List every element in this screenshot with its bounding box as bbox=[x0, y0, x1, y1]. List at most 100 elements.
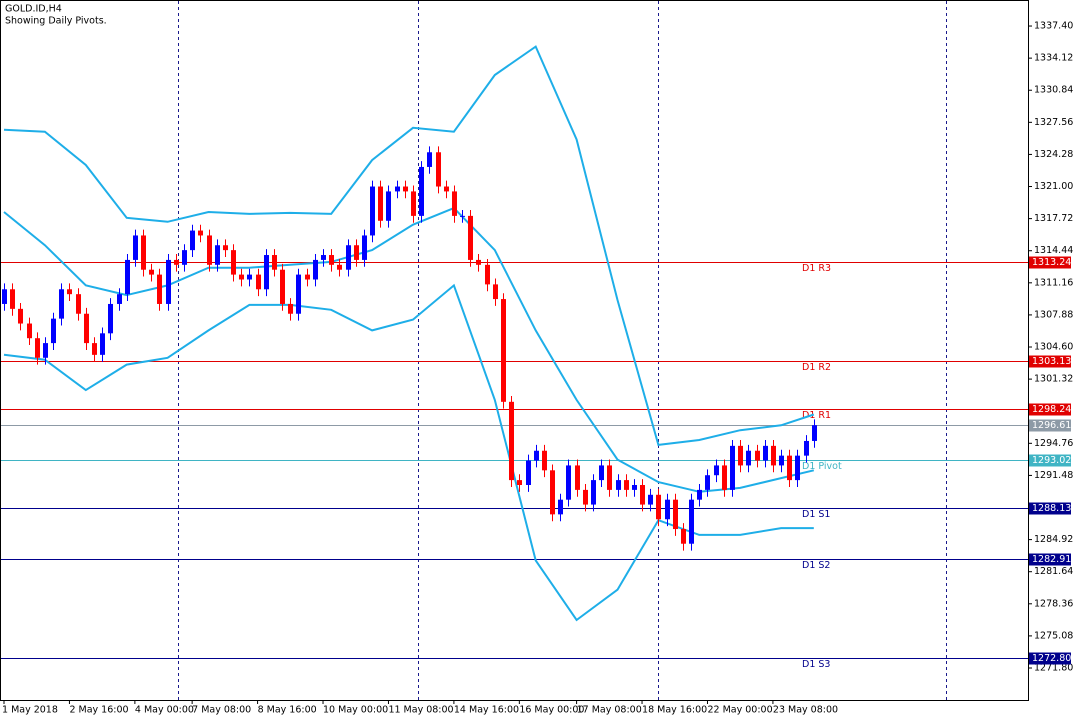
candle-body bbox=[329, 255, 334, 265]
y-tick-label: 1324.28 bbox=[1034, 149, 1073, 160]
chart-subtitle: Showing Daily Pivots. bbox=[5, 16, 107, 27]
price-tag bbox=[1029, 419, 1071, 432]
candle-body bbox=[280, 269, 285, 304]
candle-body bbox=[656, 494, 661, 520]
y-tick-label: 1321.00 bbox=[1034, 181, 1073, 192]
y-tick-label: 1330.84 bbox=[1034, 85, 1073, 96]
y-tick-label: 1294.76 bbox=[1034, 438, 1073, 449]
candle-body bbox=[321, 255, 326, 260]
price-tag bbox=[1029, 553, 1071, 566]
candle-body bbox=[795, 455, 800, 481]
candle-body bbox=[313, 259, 318, 280]
candle-body bbox=[239, 274, 244, 280]
candle-body bbox=[738, 445, 743, 466]
bollinger-band bbox=[3, 206, 815, 493]
candle-body bbox=[43, 343, 48, 358]
candle-body bbox=[395, 186, 400, 192]
candle-body bbox=[35, 338, 40, 358]
candle-body bbox=[84, 313, 89, 344]
candle-body bbox=[215, 245, 220, 265]
candle-body bbox=[673, 499, 678, 530]
candle-body bbox=[272, 255, 277, 270]
chart-title: GOLD.ID,H4 bbox=[5, 4, 62, 15]
candle-body bbox=[558, 499, 563, 515]
candle-body bbox=[288, 303, 293, 314]
candle-body bbox=[67, 289, 72, 295]
candle-body bbox=[771, 445, 776, 466]
candle-body bbox=[337, 264, 342, 270]
candle-body bbox=[787, 455, 792, 481]
candle-body bbox=[705, 475, 710, 490]
candle-body bbox=[566, 465, 571, 500]
pivot-label: D1 R2 bbox=[802, 362, 831, 373]
candle-body bbox=[149, 269, 154, 275]
pivot-label: D1 S3 bbox=[802, 659, 830, 670]
candle-body bbox=[624, 480, 629, 490]
pivot-label: D1 S2 bbox=[802, 560, 830, 571]
y-tick-label: 1275.08 bbox=[1034, 630, 1073, 641]
price-tag-label: 1288.13 bbox=[1032, 503, 1071, 514]
y-tick-label: 1311.16 bbox=[1034, 277, 1073, 288]
candle-body bbox=[264, 255, 269, 290]
candle-body bbox=[100, 333, 105, 355]
candle-body bbox=[460, 215, 465, 217]
candle-body bbox=[616, 480, 621, 490]
price-tag bbox=[1029, 454, 1071, 467]
candle-body bbox=[583, 489, 588, 505]
candle-body bbox=[648, 494, 653, 505]
candle-body bbox=[509, 401, 514, 481]
pivot-label: D1 Pivot bbox=[802, 461, 842, 472]
candle-body bbox=[517, 480, 522, 485]
candle-body bbox=[804, 440, 809, 456]
y-tick-label: 1291.48 bbox=[1034, 470, 1073, 481]
candle-body bbox=[76, 294, 81, 314]
x-tick-label: 10 May 00:00 bbox=[323, 705, 388, 716]
y-tick-label: 1337.40 bbox=[1034, 21, 1073, 32]
x-tick-label: 18 May 16:00 bbox=[642, 705, 707, 716]
candle-body bbox=[697, 489, 702, 500]
candle-body bbox=[378, 186, 383, 221]
x-tick-label: 16 May 00:00 bbox=[519, 705, 584, 716]
candle-body bbox=[10, 289, 15, 309]
y-tick-label: 1307.88 bbox=[1034, 309, 1073, 320]
candle-body bbox=[18, 308, 23, 324]
price-tag bbox=[1029, 256, 1071, 269]
price-tag-label: 1298.24 bbox=[1032, 404, 1071, 415]
candle-body bbox=[550, 470, 555, 515]
y-tick-label: 1301.32 bbox=[1034, 374, 1073, 385]
candle-body bbox=[779, 455, 784, 466]
candle-body bbox=[452, 191, 457, 216]
candle-body bbox=[354, 245, 359, 260]
candle-body bbox=[108, 303, 113, 334]
x-tick-label: 1 May 2018 bbox=[2, 705, 58, 716]
candle-body bbox=[117, 294, 122, 304]
candle-body bbox=[296, 274, 301, 314]
plot-frame bbox=[0, 0, 1029, 701]
price-tag bbox=[1029, 403, 1071, 416]
candle-body bbox=[207, 235, 212, 265]
candle-body bbox=[632, 484, 637, 490]
candle-body bbox=[526, 460, 531, 485]
candle-body bbox=[133, 235, 138, 260]
price-tag-label: 1303.13 bbox=[1032, 356, 1071, 367]
candle-body bbox=[755, 450, 760, 461]
x-tick-label: 14 May 16:00 bbox=[454, 705, 519, 716]
candle-body bbox=[607, 465, 612, 490]
candle-body bbox=[125, 259, 130, 295]
candle-body bbox=[231, 250, 236, 275]
candle-body bbox=[575, 465, 580, 490]
pivot-label: D1 S1 bbox=[802, 509, 830, 520]
candle-body bbox=[763, 445, 768, 461]
price-tag-label: 1296.61 bbox=[1032, 420, 1071, 431]
pivot-label: D1 R3 bbox=[802, 263, 831, 274]
candle-body bbox=[534, 450, 539, 461]
candle-body bbox=[305, 274, 310, 280]
price-tag-label: 1313.24 bbox=[1032, 257, 1071, 268]
x-tick-label: 22 May 00:00 bbox=[707, 705, 772, 716]
candle-body bbox=[247, 274, 252, 280]
candle-body bbox=[59, 289, 64, 319]
candle-body bbox=[403, 186, 408, 192]
candle-body bbox=[476, 259, 481, 265]
x-tick-label: 4 May 00:00 bbox=[135, 705, 194, 716]
